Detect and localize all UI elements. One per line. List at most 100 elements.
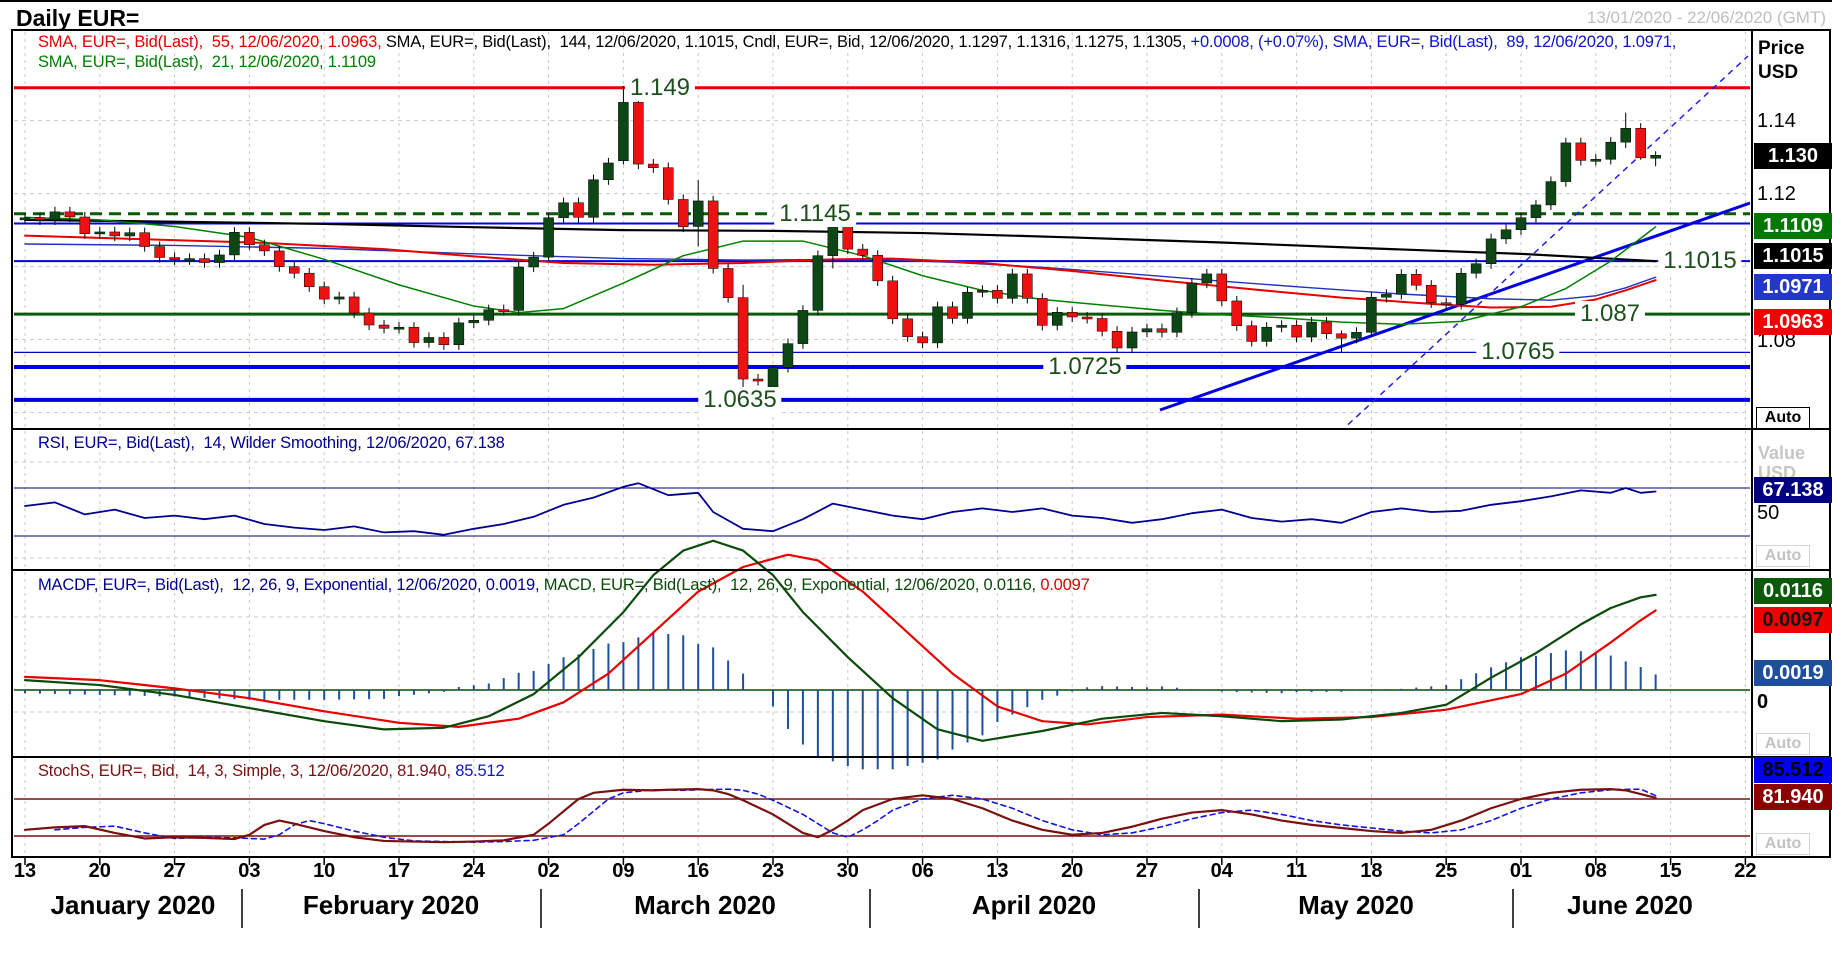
- candle-down[interactable]: [887, 280, 898, 320]
- candle-down[interactable]: [1411, 274, 1422, 286]
- candle-up[interactable]: [932, 306, 943, 344]
- candle-up[interactable]: [124, 232, 135, 237]
- candle-down[interactable]: [722, 268, 734, 298]
- candle-down[interactable]: [737, 297, 749, 380]
- candle-up[interactable]: [1306, 321, 1317, 338]
- candle-down[interactable]: [1022, 273, 1033, 299]
- candle-down[interactable]: [573, 202, 584, 218]
- candle-down[interactable]: [318, 286, 330, 300]
- candle-up[interactable]: [1620, 128, 1631, 143]
- candle-up[interactable]: [1485, 238, 1497, 264]
- candle-up[interactable]: [812, 255, 824, 311]
- candle-down[interactable]: [1246, 325, 1257, 342]
- candle-up[interactable]: [423, 337, 435, 343]
- candle-up[interactable]: [1171, 312, 1183, 333]
- candle-down[interactable]: [244, 232, 255, 245]
- candle-up[interactable]: [543, 217, 554, 258]
- candle-up[interactable]: [618, 102, 629, 162]
- candle-up[interactable]: [962, 291, 973, 319]
- candle-down[interactable]: [872, 255, 883, 282]
- candle-down[interactable]: [139, 232, 150, 247]
- candle-down[interactable]: [348, 296, 360, 314]
- candle-up[interactable]: [558, 202, 569, 218]
- candle-up[interactable]: [468, 320, 480, 324]
- candle-up[interactable]: [333, 296, 345, 300]
- candle-down[interactable]: [1037, 298, 1048, 326]
- candle-up[interactable]: [782, 343, 794, 368]
- candle-down[interactable]: [1096, 318, 1108, 332]
- candle-down[interactable]: [1156, 328, 1168, 333]
- candle-up[interactable]: [603, 162, 614, 181]
- candle-down[interactable]: [64, 211, 76, 218]
- candle-up[interactable]: [1500, 229, 1512, 240]
- candle-down[interactable]: [992, 290, 1003, 299]
- candle-down[interactable]: [154, 246, 165, 258]
- candle-down[interactable]: [498, 309, 509, 312]
- candle-down[interactable]: [902, 318, 913, 337]
- candle-up[interactable]: [214, 254, 225, 263]
- candle-up[interactable]: [1650, 155, 1661, 159]
- candle-down[interactable]: [363, 312, 375, 326]
- candle-up[interactable]: [1590, 159, 1602, 162]
- candle-up[interactable]: [1186, 282, 1198, 313]
- candle-down[interactable]: [408, 326, 420, 343]
- candle-down[interactable]: [259, 244, 270, 252]
- candle-up[interactable]: [1515, 217, 1527, 231]
- candle-down[interactable]: [633, 102, 644, 165]
- candle-up[interactable]: [1560, 142, 1572, 182]
- candle-down[interactable]: [79, 216, 91, 235]
- candle-up[interactable]: [19, 217, 31, 221]
- candle-down[interactable]: [707, 200, 719, 269]
- candle-down[interactable]: [438, 337, 450, 345]
- price-legend-row1[interactable]: SMA, EUR=, Bid(Last), 55, 12/06/2020, 1.…: [38, 33, 1676, 52]
- candle-down[interactable]: [274, 250, 285, 267]
- candle-down[interactable]: [917, 336, 928, 344]
- rsi-auto-scale-button[interactable]: Auto: [1756, 545, 1810, 567]
- candle-up[interactable]: [1276, 325, 1287, 328]
- candle-down[interactable]: [303, 272, 315, 287]
- candle-down[interactable]: [1216, 273, 1228, 302]
- candle-up[interactable]: [1381, 294, 1392, 298]
- candle-up[interactable]: [692, 200, 704, 227]
- candle-down[interactable]: [289, 266, 300, 274]
- candle-up[interactable]: [483, 309, 495, 321]
- candle-up[interactable]: [1126, 331, 1138, 349]
- candle-up[interactable]: [1470, 263, 1482, 274]
- candle-up[interactable]: [513, 266, 524, 311]
- candle-up[interactable]: [1455, 272, 1467, 305]
- price-legend-row2[interactable]: SMA, EUR=, Bid(Last), 21, 12/06/2020, 1.…: [38, 53, 376, 72]
- macd-auto-scale-button[interactable]: Auto: [1756, 733, 1810, 755]
- candle-down[interactable]: [752, 378, 764, 382]
- candle-down[interactable]: [1575, 142, 1587, 161]
- candle-down[interactable]: [1111, 330, 1123, 349]
- candle-down[interactable]: [34, 217, 46, 221]
- candle-down[interactable]: [1635, 128, 1646, 159]
- candle-up[interactable]: [1051, 312, 1063, 326]
- candle-up[interactable]: [1201, 273, 1213, 284]
- candle-up[interactable]: [393, 326, 405, 330]
- candle-down[interactable]: [947, 306, 958, 319]
- candle-up[interactable]: [528, 256, 539, 268]
- candle-up[interactable]: [588, 179, 599, 218]
- candle-up[interactable]: [184, 258, 195, 261]
- candle-down[interactable]: [1081, 316, 1093, 320]
- candle-up[interactable]: [797, 310, 809, 344]
- candle-up[interactable]: [1396, 274, 1407, 295]
- candle-up[interactable]: [94, 231, 106, 235]
- candle-down[interactable]: [1066, 312, 1078, 318]
- candle-up[interactable]: [1545, 181, 1557, 206]
- candle-down[interactable]: [663, 167, 674, 200]
- candle-down[interactable]: [1321, 321, 1332, 335]
- candle-up[interactable]: [453, 322, 465, 345]
- candle-down[interactable]: [1231, 300, 1243, 327]
- stoch-auto-scale-button[interactable]: Auto: [1756, 833, 1810, 855]
- candle-up[interactable]: [229, 232, 240, 256]
- rsi-legend[interactable]: RSI, EUR=, Bid(Last), 14, Wilder Smoothi…: [38, 434, 505, 453]
- candle-down[interactable]: [109, 231, 121, 237]
- candle-up[interactable]: [977, 290, 988, 293]
- candle-up[interactable]: [1605, 141, 1617, 160]
- candle-down[interactable]: [857, 248, 869, 256]
- candle-down[interactable]: [378, 324, 390, 329]
- candle-down[interactable]: [169, 257, 180, 260]
- candle-down[interactable]: [648, 163, 659, 168]
